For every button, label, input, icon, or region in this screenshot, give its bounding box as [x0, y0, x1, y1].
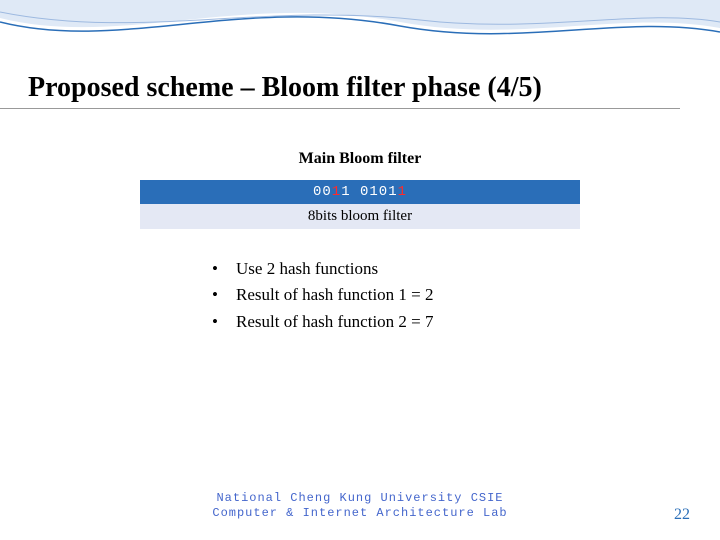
footer-affiliation: National Cheng Kung University CSIE Comp…	[0, 491, 720, 522]
main-bloom-filter-label: Main Bloom filter	[0, 150, 720, 168]
bullet-item: •Use 2 hash functions	[212, 256, 434, 282]
footer-line2: Computer & Internet Architecture Lab	[0, 506, 720, 522]
bloom-filter-caption: 8bits bloom filter	[140, 204, 580, 229]
bloom-filter-bits: 0011 01011	[140, 180, 580, 204]
bullet-item: •Result of hash function 2 = 7	[212, 309, 434, 335]
decorative-wave	[0, 0, 720, 60]
title-underline	[0, 108, 680, 109]
slide-title: Proposed scheme – Bloom filter phase (4/…	[28, 72, 542, 104]
page-number: 22	[674, 506, 690, 524]
bullet-item: •Result of hash function 1 = 2	[212, 282, 434, 308]
bullet-list: •Use 2 hash functions•Result of hash fun…	[212, 256, 434, 335]
footer-line1: National Cheng Kung University CSIE	[0, 491, 720, 507]
bloom-filter-box: 0011 01011 8bits bloom filter	[140, 180, 580, 229]
